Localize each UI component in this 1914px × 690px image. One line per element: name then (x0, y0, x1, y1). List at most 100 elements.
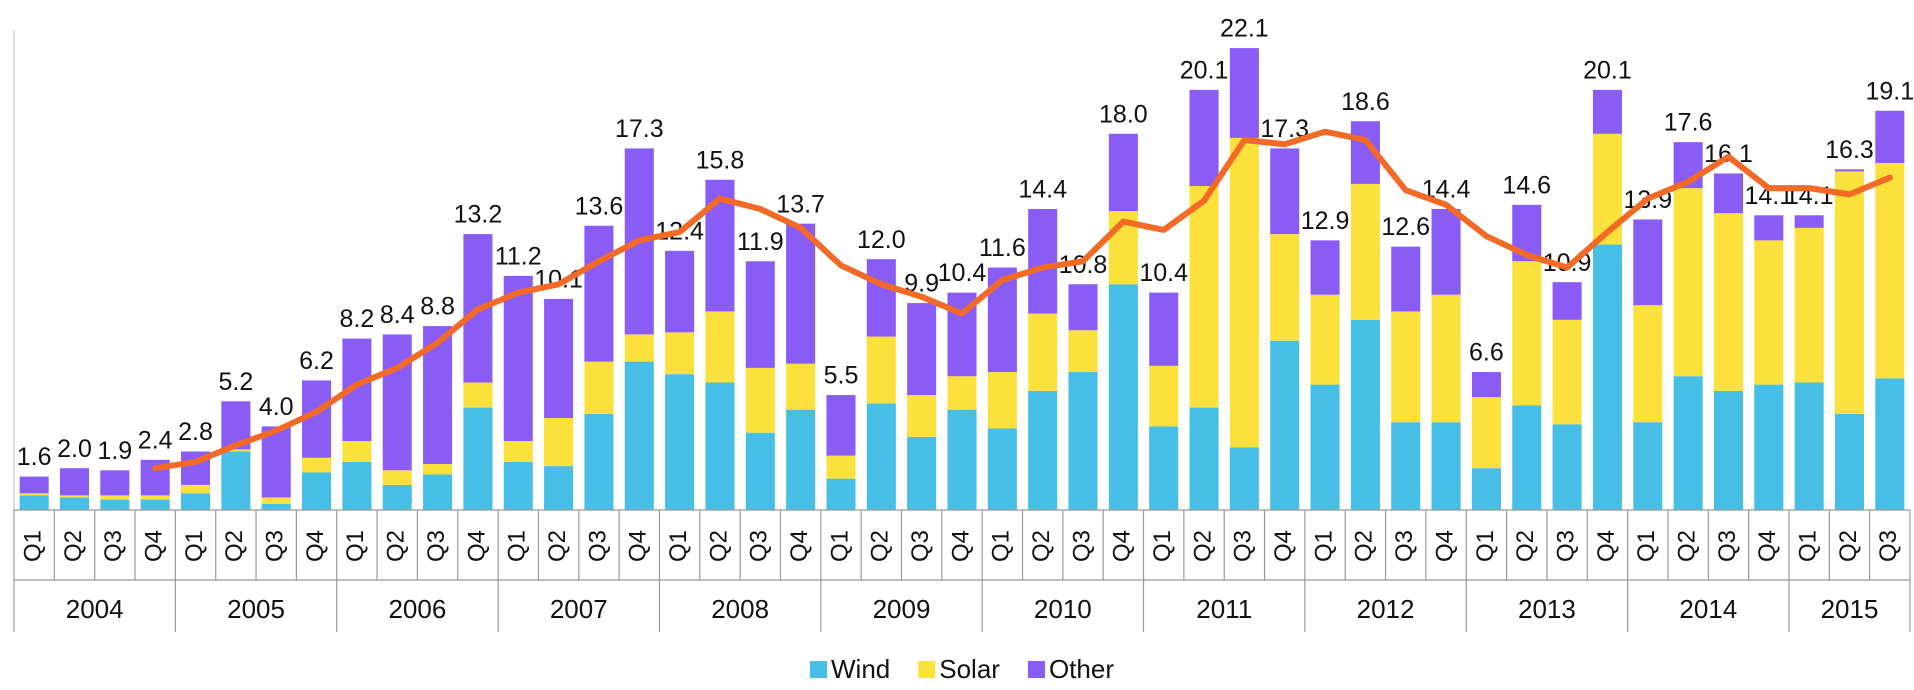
bar-segment (423, 474, 453, 510)
legend-swatch (810, 661, 828, 678)
bar-segment (100, 470, 130, 496)
bar-segment (665, 250, 695, 333)
quarter-label: Q3 (1714, 530, 1741, 562)
quarter-label: Q3 (100, 530, 127, 562)
bar-segment (423, 464, 453, 475)
bar-segment (866, 259, 896, 337)
bar-segment (907, 395, 937, 437)
bar-segment (705, 311, 735, 383)
bar-segment (1068, 284, 1098, 331)
bar-segment (1310, 294, 1340, 385)
bar-segment (1713, 390, 1743, 510)
bar-segment (1834, 169, 1865, 172)
quarter-label: Q4 (625, 530, 652, 562)
quarter-label: Q4 (302, 530, 329, 562)
total-label: 16.3 (1825, 136, 1874, 164)
quarter-label: Q3 (1391, 530, 1418, 562)
bar-segment (665, 332, 695, 375)
total-label: 12.6 (1381, 213, 1430, 241)
total-label: 1.9 (97, 437, 132, 465)
quarter-label: Q3 (262, 530, 289, 562)
total-label: 10.4 (1139, 259, 1188, 287)
quarter-label: Q1 (20, 530, 47, 562)
quarter-label: Q1 (1149, 530, 1176, 562)
bar-segment (1633, 305, 1663, 423)
bar-segment (1592, 89, 1622, 134)
year-label: 2011 (1196, 594, 1252, 624)
bar-segment (786, 363, 816, 410)
bar-segment (1431, 294, 1461, 423)
bar-segment (1794, 382, 1824, 510)
quarter-label: Q4 (463, 530, 490, 562)
bar-segment (1189, 89, 1219, 187)
total-label: 8.8 (420, 293, 455, 321)
total-label: 8.4 (380, 301, 415, 329)
bar-segment (544, 418, 574, 467)
quarter-label: Q4 (1270, 530, 1297, 562)
quarter-label: Q1 (181, 530, 208, 562)
bar-segment (1754, 384, 1784, 510)
quarter-label: Q2 (1673, 530, 1700, 562)
quarter-label: Q4 (1431, 530, 1458, 562)
quarter-label: Q2 (60, 530, 87, 562)
bar-segment (1633, 219, 1663, 306)
bar-segment (221, 451, 251, 510)
bar-segment (1270, 340, 1300, 510)
bar-segment (907, 303, 937, 396)
bar-segment (584, 361, 614, 414)
quarter-label: Q1 (826, 530, 853, 562)
total-label: 4.0 (259, 393, 294, 421)
total-label: 13.6 (575, 192, 624, 220)
bar-segment (1875, 378, 1905, 510)
bar-segment (1713, 213, 1743, 391)
bar-segment (745, 367, 775, 433)
quarter-label: Q3 (1230, 530, 1257, 562)
total-label: 12.0 (857, 226, 906, 254)
total-label: 12.9 (1301, 207, 1350, 235)
quarter-label: Q4 (141, 530, 168, 562)
bar-segment (302, 457, 332, 473)
bar-segment (624, 334, 654, 362)
bar-segment (1875, 110, 1905, 164)
quarter-label: Q4 (1593, 530, 1620, 562)
total-label: 15.8 (696, 146, 745, 174)
bar-segment (947, 376, 977, 410)
trend-line (152, 128, 1893, 472)
year-label: 2014 (1679, 594, 1737, 624)
bar-segment (947, 409, 977, 510)
bar-segment (1552, 282, 1582, 320)
bar-segment (1028, 313, 1058, 391)
total-label: 19.1 (1865, 77, 1914, 105)
total-label: 2.0 (57, 435, 92, 463)
quarter-label: Q3 (1552, 530, 1579, 562)
bar-segment (1391, 422, 1421, 510)
bar-segment (181, 484, 211, 494)
year-label: 2015 (1821, 594, 1879, 624)
bar-segment (1552, 319, 1582, 425)
bar-segment (1431, 422, 1461, 510)
bar-segment (261, 497, 291, 504)
bar-segment (987, 428, 1017, 510)
quarter-label: Q3 (907, 530, 934, 562)
legend: Wind Solar Other (810, 654, 1114, 684)
bar-segment (1834, 171, 1865, 414)
total-label: 2.4 (138, 426, 173, 454)
quarter-label: Q2 (705, 530, 732, 562)
total-label: 1.6 (17, 443, 52, 471)
total-label: 11.9 (737, 228, 784, 256)
total-label: 18.6 (1341, 88, 1390, 116)
bar-segment (826, 455, 856, 479)
bar-segment (1713, 173, 1743, 214)
bar-segment (786, 223, 816, 364)
bar-segment (705, 382, 735, 510)
bar-segment (826, 478, 856, 510)
year-label: 2012 (1357, 594, 1415, 624)
bar-segment (59, 495, 90, 498)
quarter-label: Q4 (786, 530, 813, 562)
bar-segment (1471, 468, 1501, 510)
bar-segment (382, 470, 412, 485)
total-label: 11.2 (495, 243, 542, 271)
bar-segment (1471, 397, 1501, 469)
bar-segment (1754, 215, 1784, 241)
